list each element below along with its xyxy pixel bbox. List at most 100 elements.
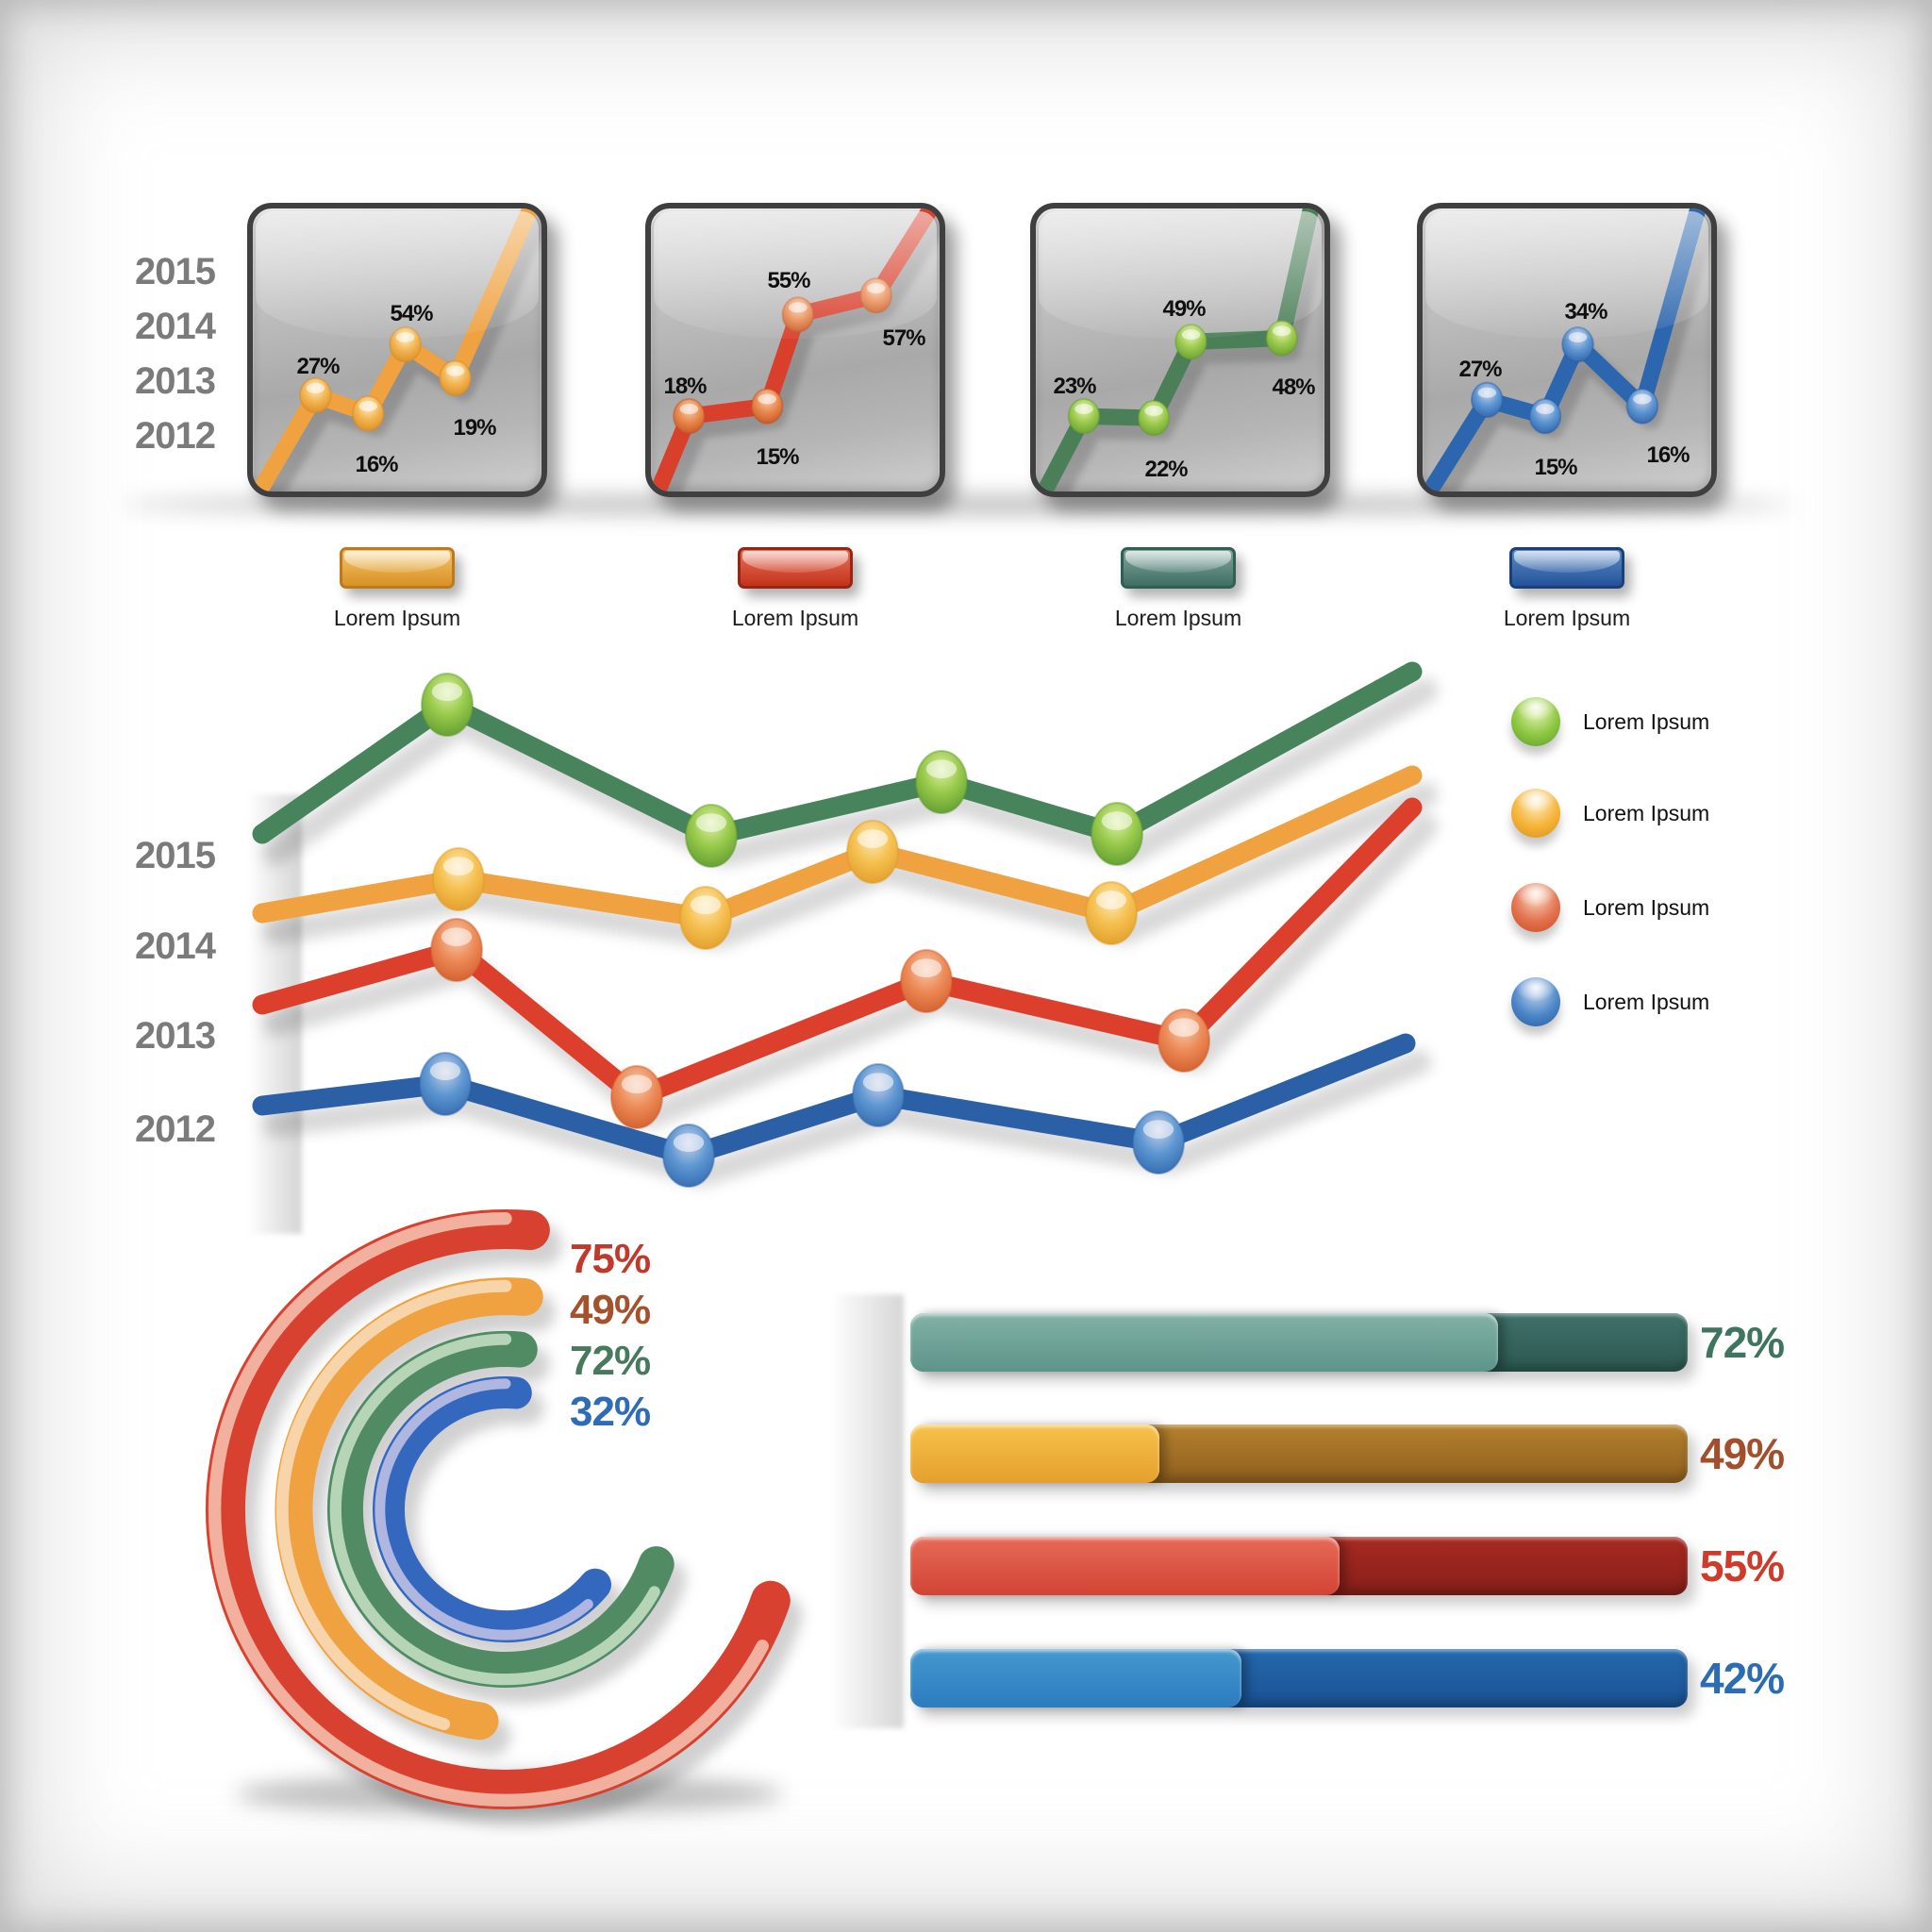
data-point-label: 19% <box>453 415 496 441</box>
legend-ball-icon <box>1511 977 1560 1026</box>
legend-ball-icon <box>1511 789 1560 838</box>
legend-button-3[interactable] <box>1509 547 1624 589</box>
button-face <box>738 547 853 589</box>
ball-gloss <box>1144 405 1163 416</box>
series-line-mini-orange <box>253 208 540 491</box>
bar-fill <box>910 1537 1340 1595</box>
line-shadow <box>262 781 1439 950</box>
legend-label: Lorem Ipsum <box>1583 708 1710 734</box>
ball-gloss <box>429 1061 461 1081</box>
data-point-label: 27% <box>1458 357 1502 382</box>
radial-arc-highlight <box>275 1279 512 1730</box>
button-label: Lorem Ipsum <box>731 606 859 630</box>
legend-label: Lorem Ipsum <box>1583 800 1710 825</box>
ball-gloss <box>673 1133 705 1153</box>
button-label: Lorem Ipsum <box>1114 606 1242 630</box>
legend-button-1[interactable] <box>738 547 853 589</box>
main-axis-year: 2013 <box>135 1015 216 1057</box>
top-axis-year: 2015 <box>135 251 216 292</box>
data-point-label: 54% <box>390 301 433 326</box>
ball-gloss <box>445 365 465 376</box>
data-point-label: 18% <box>663 374 707 399</box>
series-line-mini-blue <box>1423 208 1707 491</box>
mini-chart-svg <box>1036 208 1324 491</box>
mini-chart-svg <box>1423 208 1711 491</box>
bar-value-label: 72% <box>1700 1318 1785 1367</box>
main-axis-year: 2014 <box>135 925 216 967</box>
ball-gloss <box>621 1074 653 1094</box>
ball-gloss <box>862 1073 894 1092</box>
legend-ball-icon <box>1511 883 1560 932</box>
bar-row-2 <box>910 1537 1688 1595</box>
data-point-label: 55% <box>767 268 810 293</box>
ball-gloss <box>1181 329 1201 341</box>
radial-progress-chart <box>206 1208 803 1825</box>
top-axis-year: 2012 <box>135 415 216 457</box>
ball-gloss <box>1536 404 1555 414</box>
line-shadow <box>262 813 1439 1129</box>
top-axis-year: 2013 <box>135 360 216 402</box>
main-axis-year: 2012 <box>135 1108 216 1150</box>
radial-arc-highlight <box>208 1211 769 1807</box>
ball-gloss <box>1272 325 1291 337</box>
line-shadow <box>262 677 1439 868</box>
series-line-orange <box>252 765 1423 928</box>
mini-chart-panel-green: 23% 22% 49% 48% <box>1030 203 1330 497</box>
bar-value-label: 49% <box>1700 1429 1785 1478</box>
radial-value-label: 75% <box>570 1236 651 1282</box>
button-label: Lorem Ipsum <box>1503 606 1631 630</box>
radial-arc-2 <box>326 1330 675 1688</box>
ball-gloss <box>695 813 727 833</box>
top-axis-year: 2014 <box>135 306 216 347</box>
legend-ball-icon <box>1511 697 1560 746</box>
ball-gloss <box>395 332 415 343</box>
bar-row-0 <box>910 1313 1688 1372</box>
button-face <box>340 547 455 589</box>
radial-value-label: 32% <box>570 1389 651 1435</box>
radial-value-label: 49% <box>570 1287 651 1333</box>
data-point-label: 27% <box>296 354 340 379</box>
ball-gloss <box>690 895 722 915</box>
bar-row-1 <box>910 1424 1688 1483</box>
data-point-label: 57% <box>882 325 925 351</box>
bar-value-label: 42% <box>1700 1654 1785 1703</box>
ball-gloss <box>1142 1120 1174 1140</box>
main-line-chart <box>252 661 1439 1188</box>
data-point-label: 16% <box>355 452 398 477</box>
ball-gloss <box>857 829 889 849</box>
bar-fill <box>910 1649 1242 1707</box>
series-line-green <box>252 661 1423 846</box>
radial-arc-3 <box>373 1376 611 1642</box>
top-row-floor-shadow <box>123 494 1792 515</box>
ball-gloss <box>866 283 886 294</box>
ball-gloss <box>442 857 475 876</box>
ball-gloss <box>925 759 958 779</box>
data-point-label: 15% <box>1534 455 1577 480</box>
data-point-label: 48% <box>1272 375 1315 400</box>
data-point-label: 34% <box>1564 299 1607 325</box>
ball-gloss <box>910 958 942 978</box>
ball-gloss <box>1633 393 1652 405</box>
legend-label: Lorem Ipsum <box>1583 894 1710 920</box>
data-point-label: 15% <box>756 444 799 470</box>
ball-gloss <box>1168 1018 1200 1038</box>
data-point-label: 49% <box>1162 296 1206 322</box>
series-line-red <box>252 797 1423 1108</box>
line-shadow <box>1432 208 1711 491</box>
ball-gloss <box>789 302 808 313</box>
legend-button-2[interactable] <box>1121 547 1236 589</box>
radial-value-label: 72% <box>570 1338 651 1384</box>
ball-gloss <box>679 404 699 414</box>
legend-button-0[interactable] <box>340 547 455 589</box>
ball-gloss <box>1074 404 1093 414</box>
bar-fill <box>910 1313 1498 1372</box>
radial-arc-1 <box>275 1277 543 1740</box>
ball-gloss <box>1568 332 1588 343</box>
radial-arc-0 <box>206 1208 791 1809</box>
legend-label: Lorem Ipsum <box>1583 989 1710 1014</box>
button-face <box>1509 547 1624 589</box>
data-point-label: 16% <box>1646 442 1690 468</box>
ball-gloss <box>306 382 325 393</box>
mini-chart-panel-blue: 27% 15% 34% 16% <box>1417 203 1717 497</box>
